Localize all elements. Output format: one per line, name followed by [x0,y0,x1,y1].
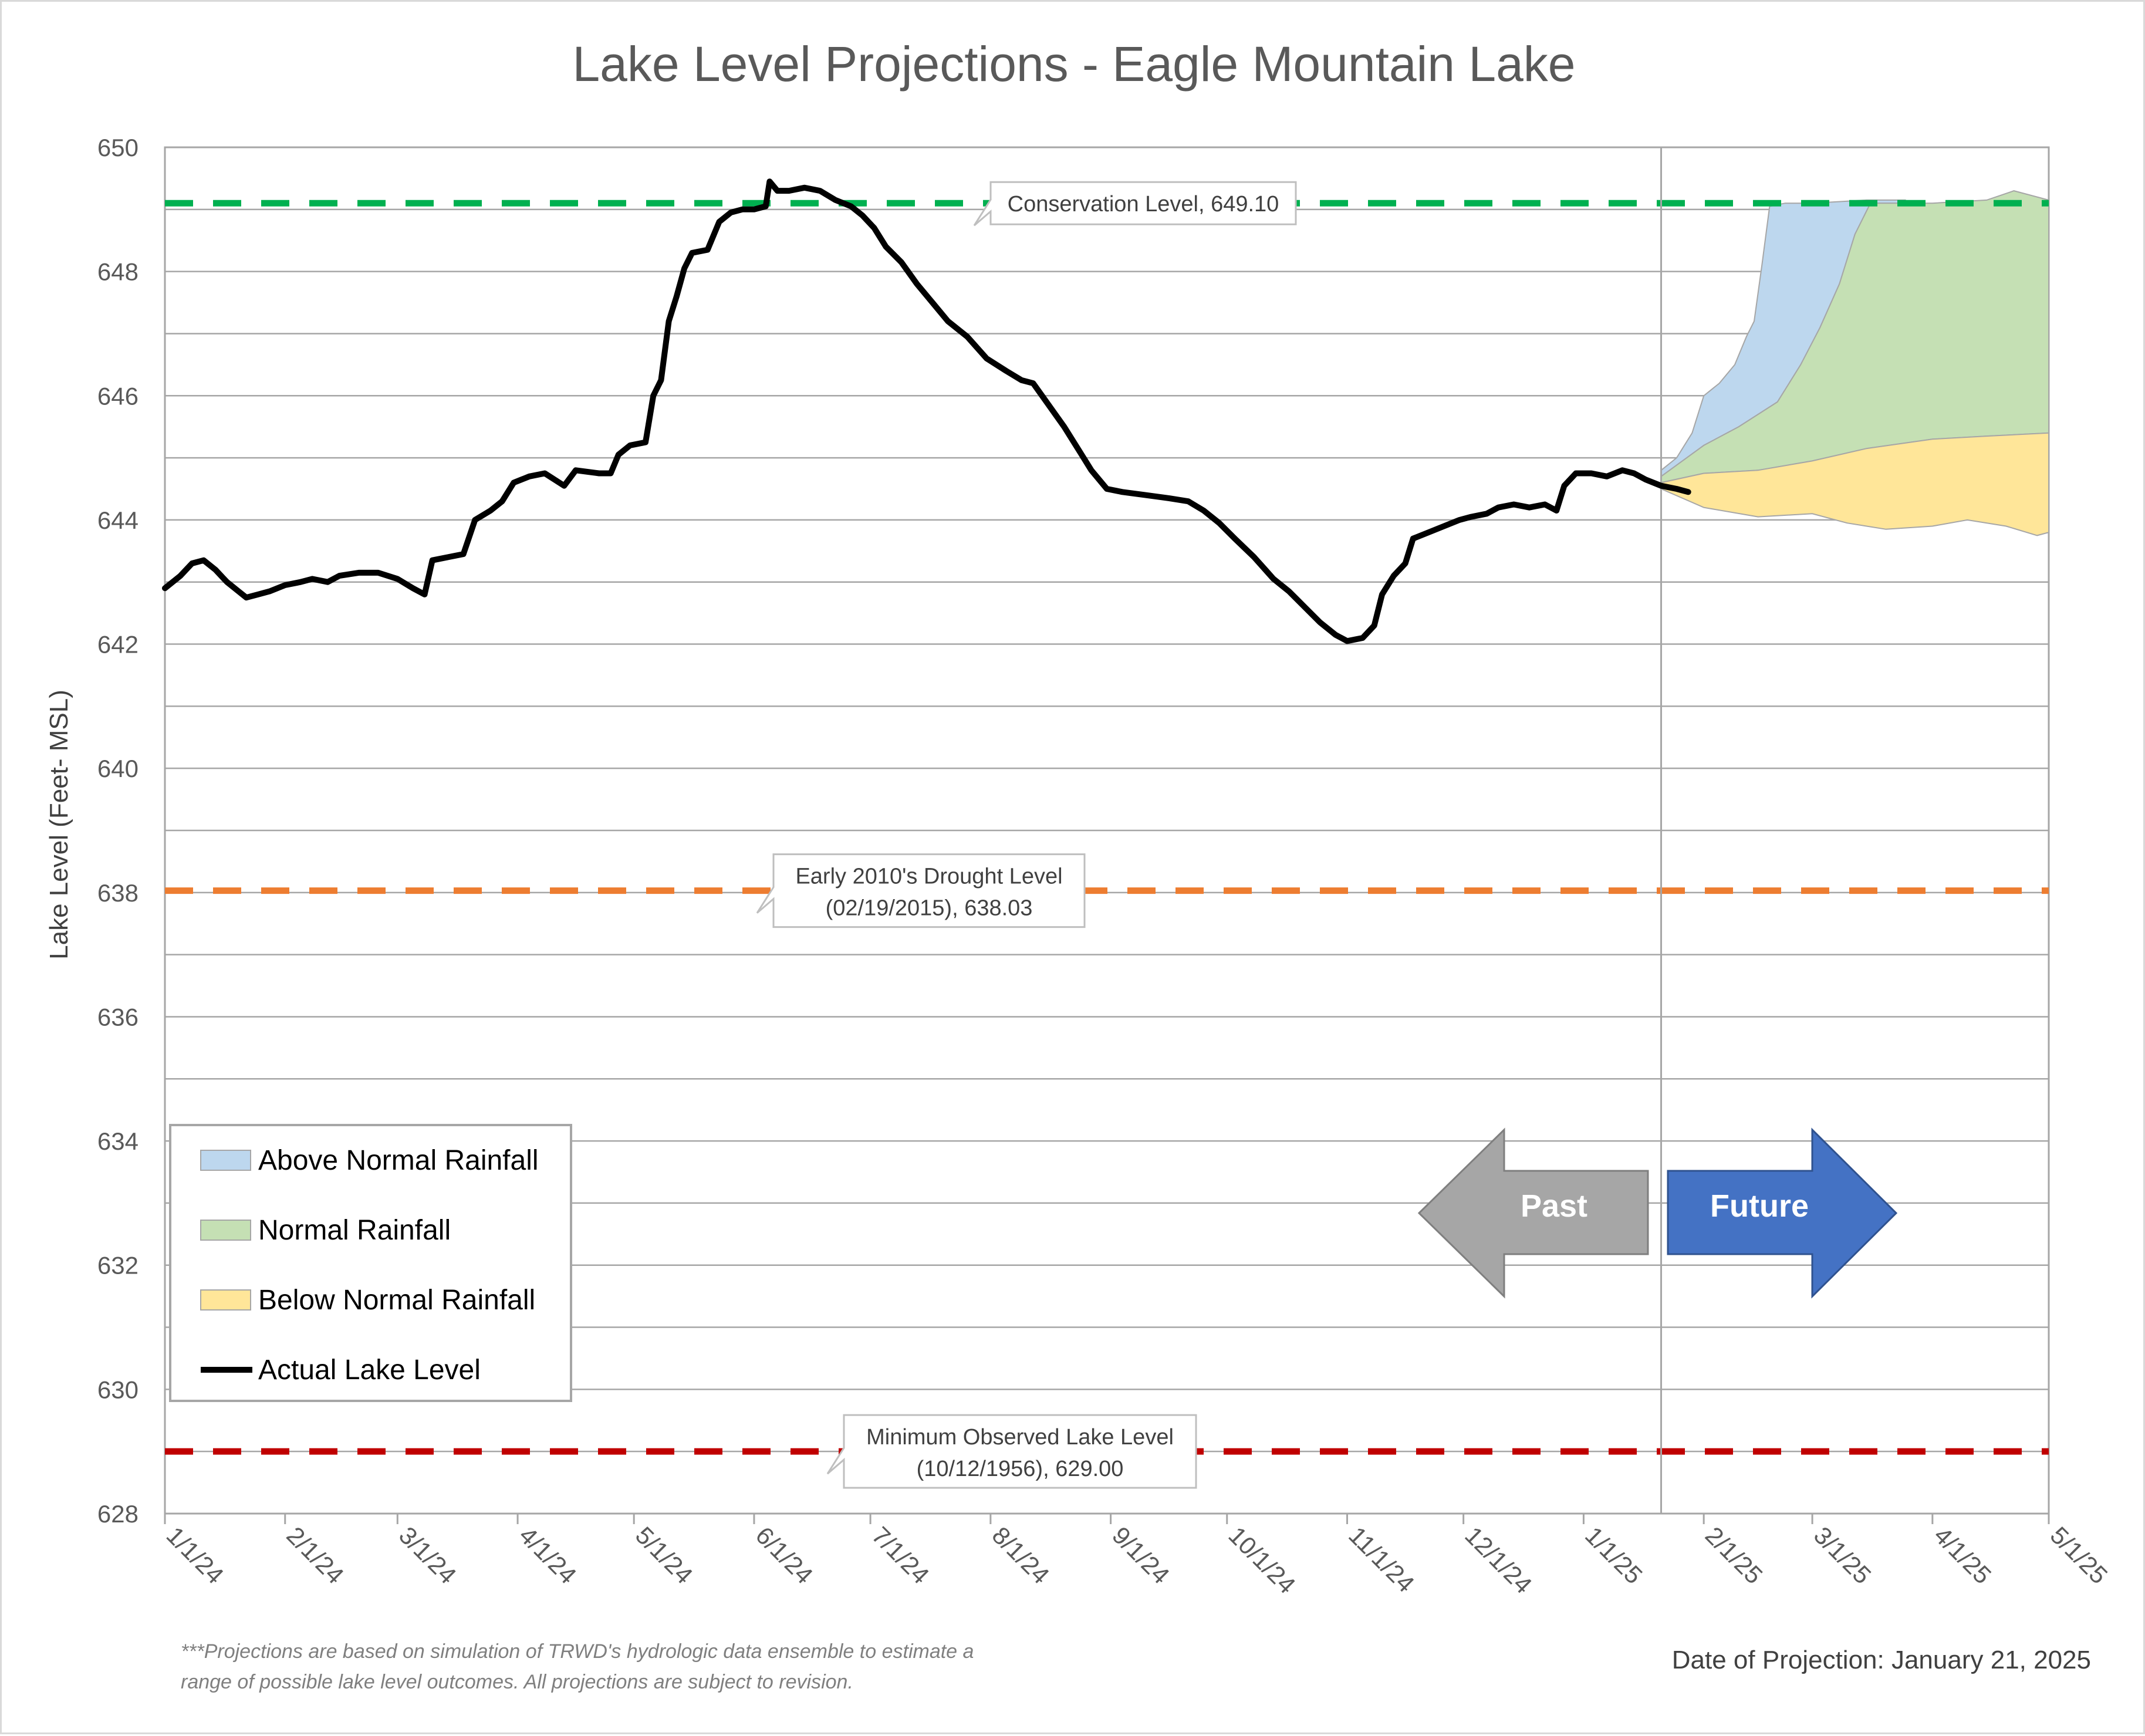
y-tick-label: 628 [97,1500,139,1528]
past-arrow-label: Past [1521,1188,1587,1224]
legend-swatch [200,1220,251,1241]
reference-callout-box [826,1414,1197,1489]
x-tick-label: 11/1/24 [1343,1521,1420,1597]
legend-swatch [200,1289,251,1311]
x-tick-label: 6/1/24 [751,1521,819,1589]
x-tick-label: 12/1/24 [1460,1521,1537,1599]
y-tick-label: 646 [97,382,139,410]
x-tick-label: 1/1/25 [1580,1521,1648,1589]
x-tick-label: 8/1/24 [987,1521,1055,1589]
reference-callout-text: Minimum Observed Lake Level [866,1425,1174,1450]
legend-entry-label: Above Normal Rainfall [258,1145,539,1176]
legend-entry-label: Actual Lake Level [258,1355,481,1386]
legend-entry-label: Below Normal Rainfall [258,1285,535,1316]
legend-swatch [200,1150,251,1171]
reference-callout-text: (02/19/2015), 638.03 [826,896,1033,921]
actual-lake-level-series [162,178,1691,644]
future-arrow-label: Future [1710,1188,1809,1224]
x-tick-label: 7/1/24 [867,1521,935,1589]
y-tick-label: 642 [97,631,139,658]
x-tick-label: 2/1/25 [1700,1521,1768,1589]
x-tick-label: 3/1/24 [394,1521,462,1589]
y-axis-label: Lake Level (Feet- MSL) [45,690,73,960]
y-tick-label: 630 [97,1376,139,1403]
x-tick-label: 5/1/25 [2045,1521,2113,1589]
x-tick-label: 5/1/24 [630,1521,698,1589]
y-tick-label: 634 [97,1127,139,1155]
past-future-arrows: Past Future [1417,1127,1898,1299]
reference-callout-text: Early 2010's Drought Level [795,864,1062,889]
projection-bands [1660,190,2049,536]
y-tick-label: 648 [97,258,139,286]
footnote-line: ***Projections are based on simulation o… [181,1640,974,1663]
legend-entry-label: Normal Rainfall [258,1215,451,1246]
footer: ***Projections are based on simulation o… [181,1640,2091,1693]
reference-callout-box [756,853,1086,928]
reference-callout-box [973,181,1297,227]
past-arrow [1417,1127,1649,1299]
reference-callouts: Conservation Level, 649.10 Early 2010's D… [756,181,1297,1489]
reference-callout-text: Conservation Level, 649.10 [1008,192,1279,217]
band-below-normal-rainfall [1660,432,2049,536]
y-tick-label: 640 [97,755,139,782]
y-tick-label: 636 [97,1003,139,1031]
x-tick-label: 4/1/25 [1928,1521,1997,1589]
footnote-line: range of possible lake level outcomes. A… [181,1671,853,1693]
x-tick-label: 10/1/24 [1223,1521,1300,1599]
y-tick-label: 632 [97,1252,139,1279]
legend-box [169,1124,572,1402]
future-arrow [1667,1127,1898,1299]
x-tick-label: 4/1/24 [514,1521,582,1589]
x-tick-label: 9/1/24 [1107,1521,1175,1589]
y-tick-label: 638 [97,879,139,907]
x-tick-label: 3/1/25 [1809,1521,1877,1589]
projection-date: Date of Projection: January 21, 2025 [1672,1646,2091,1674]
y-tick-label: 650 [97,134,139,161]
actual-lake-level-line [162,178,1691,644]
legend: Above Normal Rainfall Normal Rainfall Belo… [169,1124,572,1402]
y-tick-label: 644 [97,506,139,534]
x-tick-label: 1/1/24 [161,1521,229,1589]
chart-title: Lake Level Projections - Eagle Mountain … [572,36,1575,92]
x-tick-label: 2/1/24 [281,1521,349,1589]
reference-callout-text: (10/12/1956), 629.00 [917,1457,1124,1481]
